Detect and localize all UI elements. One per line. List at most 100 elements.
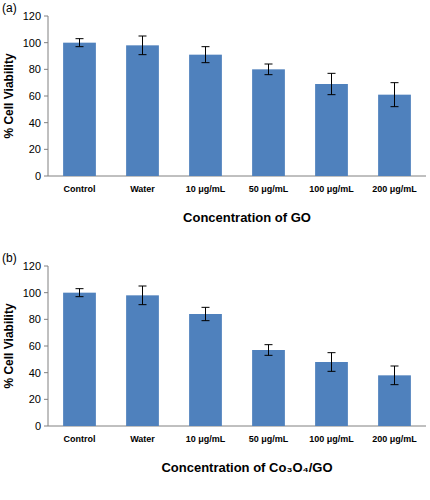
error-stem xyxy=(142,36,143,55)
bar xyxy=(63,43,96,176)
y-tick xyxy=(44,292,48,293)
error-cap xyxy=(202,62,210,63)
chart: (a)020406080100120ControlWater10 μg/mL50… xyxy=(2,1,426,225)
bars xyxy=(63,286,411,426)
error-cap xyxy=(265,344,273,345)
error-stem xyxy=(394,366,395,385)
error-cap xyxy=(265,64,273,65)
error-stem xyxy=(79,289,80,297)
error-bar xyxy=(202,307,210,320)
error-stem xyxy=(79,39,80,47)
bar xyxy=(315,84,348,176)
x-tick-label: Control xyxy=(64,184,96,194)
panel-label: (a) xyxy=(2,1,17,15)
y-tick-label: 80 xyxy=(29,313,41,325)
bar xyxy=(315,362,348,426)
x-axis xyxy=(48,426,426,427)
error-cap xyxy=(139,36,147,37)
error-cap xyxy=(328,371,336,372)
y-tick xyxy=(44,346,48,347)
y-tick-label: 60 xyxy=(29,340,41,352)
x-tick-label: 50 μg/mL xyxy=(249,434,289,444)
x-tick-label: 10 μg/mL xyxy=(186,184,226,194)
x-axis-title: Concentration of Co₃O₄/GO xyxy=(161,460,332,475)
y-tick xyxy=(44,69,48,70)
error-cap xyxy=(139,54,147,55)
y-tick-label: 60 xyxy=(29,90,41,102)
error-bar xyxy=(391,366,399,385)
bar xyxy=(63,293,96,426)
y-tick xyxy=(44,426,48,427)
x-tick-label: Water xyxy=(130,434,155,444)
error-cap xyxy=(328,352,336,353)
error-bar xyxy=(328,353,336,372)
y-tick xyxy=(44,149,48,150)
x-tick-label: Control xyxy=(64,434,96,444)
error-bar xyxy=(76,39,84,47)
error-bar xyxy=(139,36,147,55)
error-cap xyxy=(202,307,210,308)
y-tick-label: 80 xyxy=(29,63,41,75)
bar xyxy=(252,350,285,426)
y-tick-label: 100 xyxy=(23,37,41,49)
error-bar xyxy=(202,47,210,63)
error-cap xyxy=(76,296,84,297)
y-tick xyxy=(44,372,48,373)
error-cap xyxy=(391,106,399,107)
error-cap xyxy=(391,366,399,367)
error-cap xyxy=(391,384,399,385)
x-tick-label: 100 μg/mL xyxy=(309,184,354,194)
error-bar xyxy=(265,345,273,356)
error-cap xyxy=(76,288,84,289)
y-tick-label: 0 xyxy=(35,170,41,182)
error-cap xyxy=(265,74,273,75)
x-tick-label: 10 μg/mL xyxy=(186,434,226,444)
error-cap xyxy=(76,46,84,47)
error-cap xyxy=(265,355,273,356)
error-cap xyxy=(391,82,399,83)
y-tick xyxy=(44,176,48,177)
chart: (b)020406080100120ControlWater10 μg/mL50… xyxy=(2,251,426,475)
x-tick-label: 50 μg/mL xyxy=(249,184,289,194)
y-tick xyxy=(44,122,48,123)
error-bar xyxy=(328,73,336,94)
error-stem xyxy=(205,47,206,63)
y-axis xyxy=(48,266,49,426)
error-cap xyxy=(202,320,210,321)
error-stem xyxy=(331,73,332,94)
y-axis-title: % Cell Viability xyxy=(2,53,16,138)
figure: (a)020406080100120ControlWater10 μg/mL50… xyxy=(0,0,430,500)
error-cap xyxy=(202,46,210,47)
x-tick-label: Water xyxy=(130,184,155,194)
bar xyxy=(126,295,159,426)
x-tick-label: 100 μg/mL xyxy=(309,434,354,444)
error-bar xyxy=(76,289,84,297)
y-tick xyxy=(44,319,48,320)
error-cap xyxy=(328,94,336,95)
y-axis xyxy=(48,16,49,176)
y-tick-label: 40 xyxy=(29,367,41,379)
x-tick-label: 200 μg/mL xyxy=(372,184,417,194)
error-cap xyxy=(139,286,147,287)
bars xyxy=(63,36,411,176)
error-stem xyxy=(268,64,269,75)
panel-label: (b) xyxy=(2,251,17,265)
error-stem xyxy=(394,83,395,107)
y-tick-label: 0 xyxy=(35,420,41,432)
error-cap xyxy=(139,304,147,305)
error-stem xyxy=(205,307,206,320)
error-bar xyxy=(265,64,273,75)
y-tick xyxy=(44,399,48,400)
error-stem xyxy=(268,345,269,356)
bar xyxy=(126,45,159,176)
y-tick-label: 100 xyxy=(23,287,41,299)
error-bar xyxy=(391,83,399,107)
bar xyxy=(189,55,222,176)
x-tick-label: 200 μg/mL xyxy=(372,434,417,444)
y-tick xyxy=(44,96,48,97)
y-tick-label: 120 xyxy=(23,260,41,272)
error-stem xyxy=(331,353,332,372)
y-tick xyxy=(44,266,48,267)
error-stem xyxy=(142,286,143,305)
root: (a)020406080100120ControlWater10 μg/mL50… xyxy=(0,0,430,500)
